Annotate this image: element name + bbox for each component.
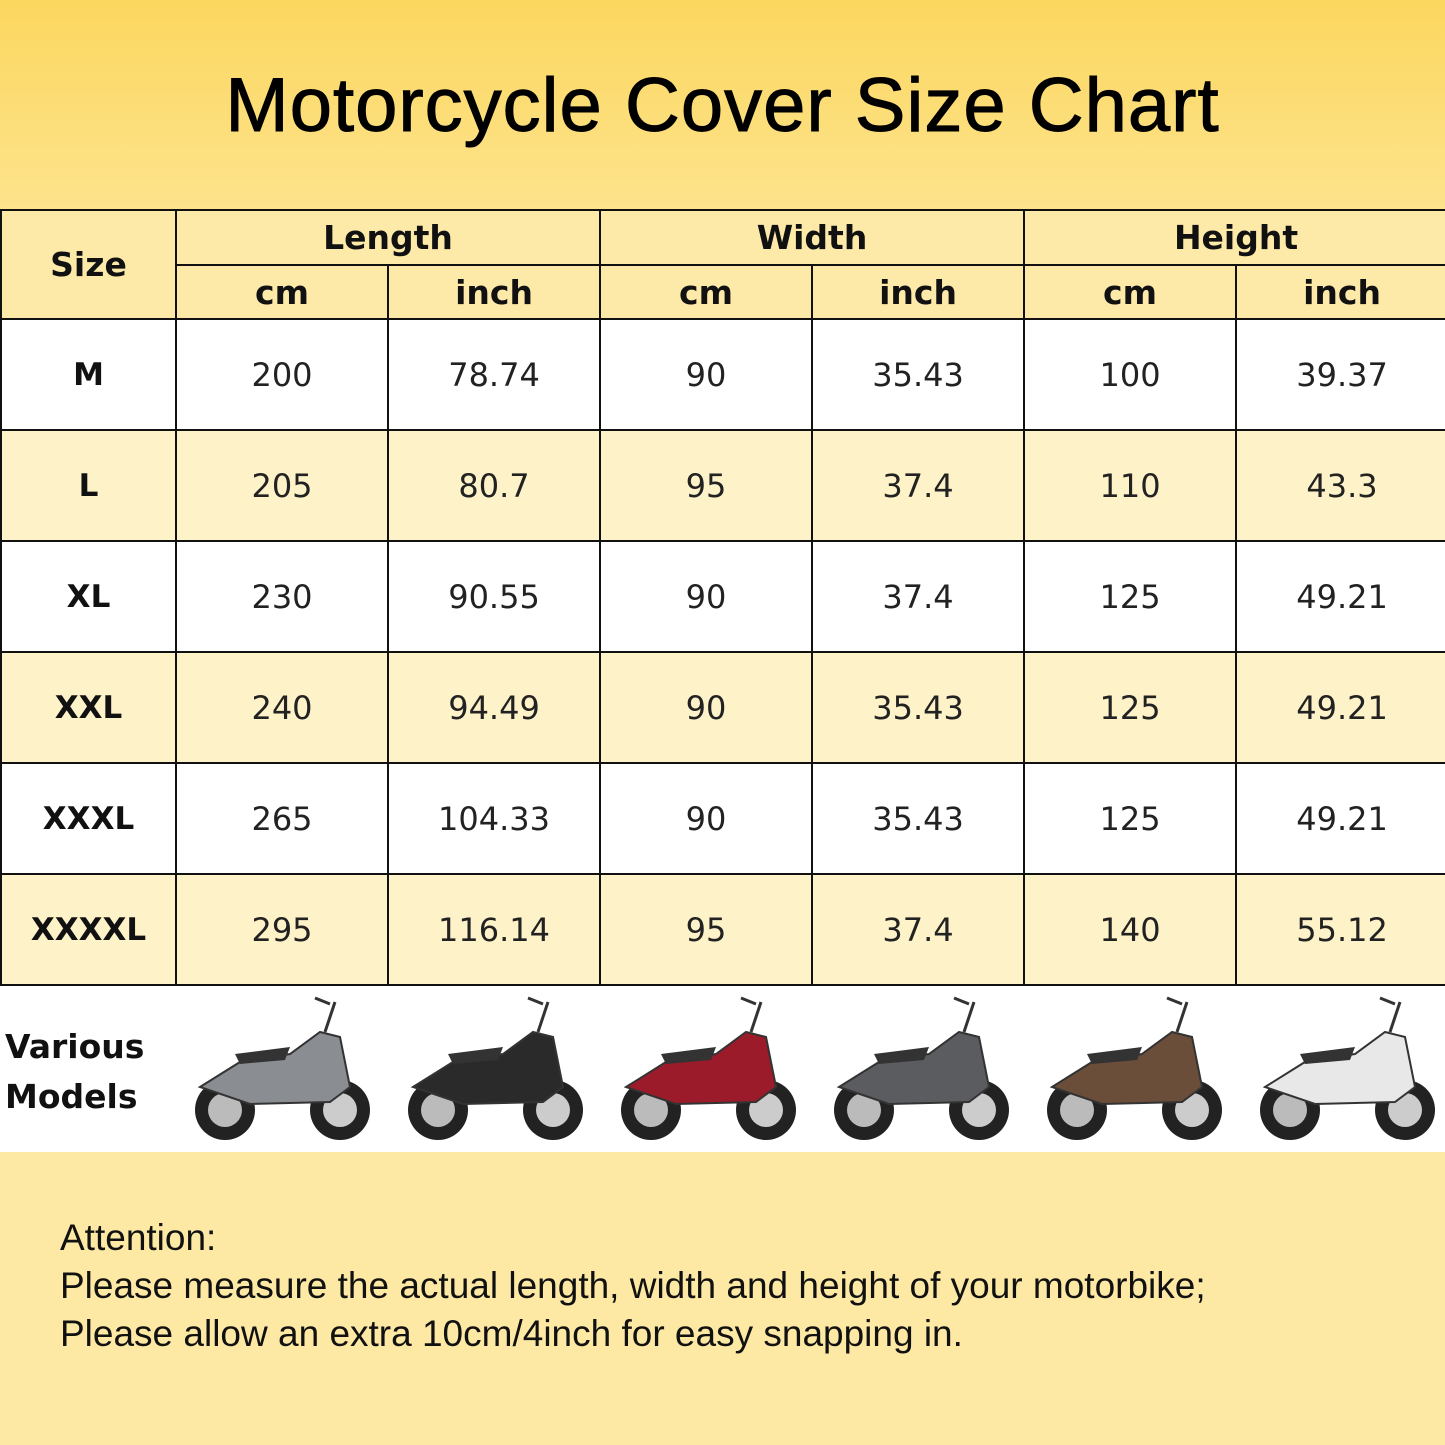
motorcycle-image: [819, 992, 1019, 1148]
motorcycle-image: [606, 992, 806, 1148]
value-cell: 90: [599, 651, 814, 764]
unit-header: inch: [1235, 264, 1445, 320]
size-cell: L: [0, 429, 177, 542]
value-cell: 35.43: [811, 651, 1026, 764]
value-cell: 140: [1023, 873, 1238, 986]
size-cell: XXXL: [0, 762, 177, 875]
value-cell: 80.7: [386, 429, 602, 542]
value-cell: 125: [1023, 651, 1238, 764]
models-strip: Various Models: [0, 986, 1445, 1152]
unit-header: cm: [599, 264, 814, 320]
value-cell: 295: [175, 873, 389, 986]
width-header: Width: [599, 209, 1026, 266]
models-label: Various Models: [5, 1027, 145, 1116]
table-row: M 200 78.74 90 35.43 100 39.37: [0, 318, 1445, 431]
value-cell: 200: [175, 318, 389, 431]
value-cell: 265: [175, 762, 389, 875]
attention-line-1: Please measure the actual length, width …: [60, 1265, 1206, 1306]
value-cell: 230: [175, 540, 389, 653]
attention-heading: Attention:: [60, 1217, 217, 1258]
value-cell: 90.55: [386, 540, 602, 653]
value-cell: 205: [175, 429, 389, 542]
value-cell: 35.43: [811, 318, 1026, 431]
value-cell: 39.37: [1235, 318, 1445, 431]
table-row: XL 230 90.55 90 37.4 125 49.21: [0, 540, 1445, 653]
value-cell: 37.4: [811, 873, 1026, 986]
value-cell: 95: [599, 429, 814, 542]
table-row: XXL 240 94.49 90 35.43 125 49.21: [0, 651, 1445, 764]
value-cell: 49.21: [1235, 651, 1445, 764]
value-cell: 125: [1023, 762, 1238, 875]
attention-note: Attention: Please measure the actual len…: [60, 1214, 1206, 1358]
size-cell: XXL: [0, 651, 177, 764]
value-cell: 240: [175, 651, 389, 764]
unit-header: cm: [1023, 264, 1238, 320]
value-cell: 49.21: [1235, 762, 1445, 875]
page-title: Motorcycle Cover Size Chart: [225, 62, 1220, 148]
value-cell: 90: [599, 762, 814, 875]
size-cell: M: [0, 318, 177, 431]
value-cell: 37.4: [811, 540, 1026, 653]
size-cell: XXXXL: [0, 873, 177, 986]
value-cell: 35.43: [811, 762, 1026, 875]
unit-header: inch: [811, 264, 1026, 320]
size-header: Size: [0, 209, 177, 320]
motorcycle-image: [1245, 992, 1445, 1148]
motorcycle-image: [393, 992, 593, 1148]
value-cell: 90: [599, 540, 814, 653]
length-header: Length: [174, 209, 602, 266]
table-row: L 205 80.7 95 37.4 110 43.3: [0, 429, 1445, 542]
size-table: Size Length Width Height cm inch cm inch cm i…: [0, 209, 1445, 986]
height-header: Height: [1023, 209, 1445, 266]
value-cell: 55.12: [1235, 873, 1445, 986]
value-cell: 110: [1023, 429, 1238, 542]
unit-header: inch: [386, 264, 602, 320]
attention-line-2: Please allow an extra 10cm/4inch for eas…: [60, 1313, 963, 1354]
value-cell: 49.21: [1235, 540, 1445, 653]
unit-header: cm: [175, 264, 389, 320]
value-cell: 94.49: [386, 651, 602, 764]
value-cell: 90: [599, 318, 814, 431]
motorcycle-image: [1032, 992, 1232, 1148]
table-row: XXXL 265 104.33 90 35.43 125 49.21: [0, 762, 1445, 875]
motorcycle-image: [180, 992, 380, 1148]
value-cell: 95: [599, 873, 814, 986]
value-cell: 100: [1023, 318, 1238, 431]
size-cell: XL: [0, 540, 177, 653]
table-row: XXXXL 295 116.14 95 37.4 140 55.12: [0, 873, 1445, 986]
title-band: Motorcycle Cover Size Chart: [0, 0, 1445, 210]
value-cell: 78.74: [386, 318, 602, 431]
value-cell: 125: [1023, 540, 1238, 653]
value-cell: 43.3: [1235, 429, 1445, 542]
value-cell: 116.14: [386, 873, 602, 986]
value-cell: 104.33: [386, 762, 602, 875]
value-cell: 37.4: [811, 429, 1026, 542]
